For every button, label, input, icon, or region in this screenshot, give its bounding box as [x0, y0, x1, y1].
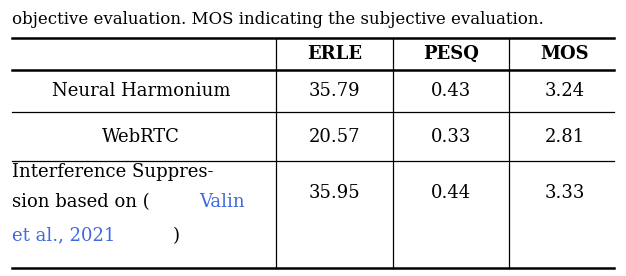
Text: 3.24: 3.24 — [545, 82, 585, 100]
Text: objective evaluation. MOS indicating the subjective evaluation.: objective evaluation. MOS indicating the… — [13, 11, 544, 28]
Text: 35.79: 35.79 — [309, 82, 361, 100]
Text: MOS: MOS — [540, 45, 589, 63]
Text: 20.57: 20.57 — [309, 128, 360, 146]
Text: 0.43: 0.43 — [431, 82, 471, 100]
Text: 0.44: 0.44 — [431, 184, 471, 202]
Text: et al., 2021: et al., 2021 — [13, 227, 116, 245]
Text: 2.81: 2.81 — [545, 128, 585, 146]
Text: Neural Harmonium: Neural Harmonium — [52, 82, 230, 100]
Text: Valin: Valin — [200, 193, 245, 211]
Text: PESQ: PESQ — [423, 45, 479, 63]
Text: 3.33: 3.33 — [545, 184, 585, 202]
Text: WebRTC: WebRTC — [102, 128, 180, 146]
Text: Interference Suppres-: Interference Suppres- — [13, 163, 214, 181]
Text: ERLE: ERLE — [307, 45, 362, 63]
Text: ): ) — [173, 227, 180, 245]
Text: 0.33: 0.33 — [431, 128, 471, 146]
Text: sion based on (: sion based on ( — [13, 193, 150, 211]
Text: 35.95: 35.95 — [309, 184, 361, 202]
